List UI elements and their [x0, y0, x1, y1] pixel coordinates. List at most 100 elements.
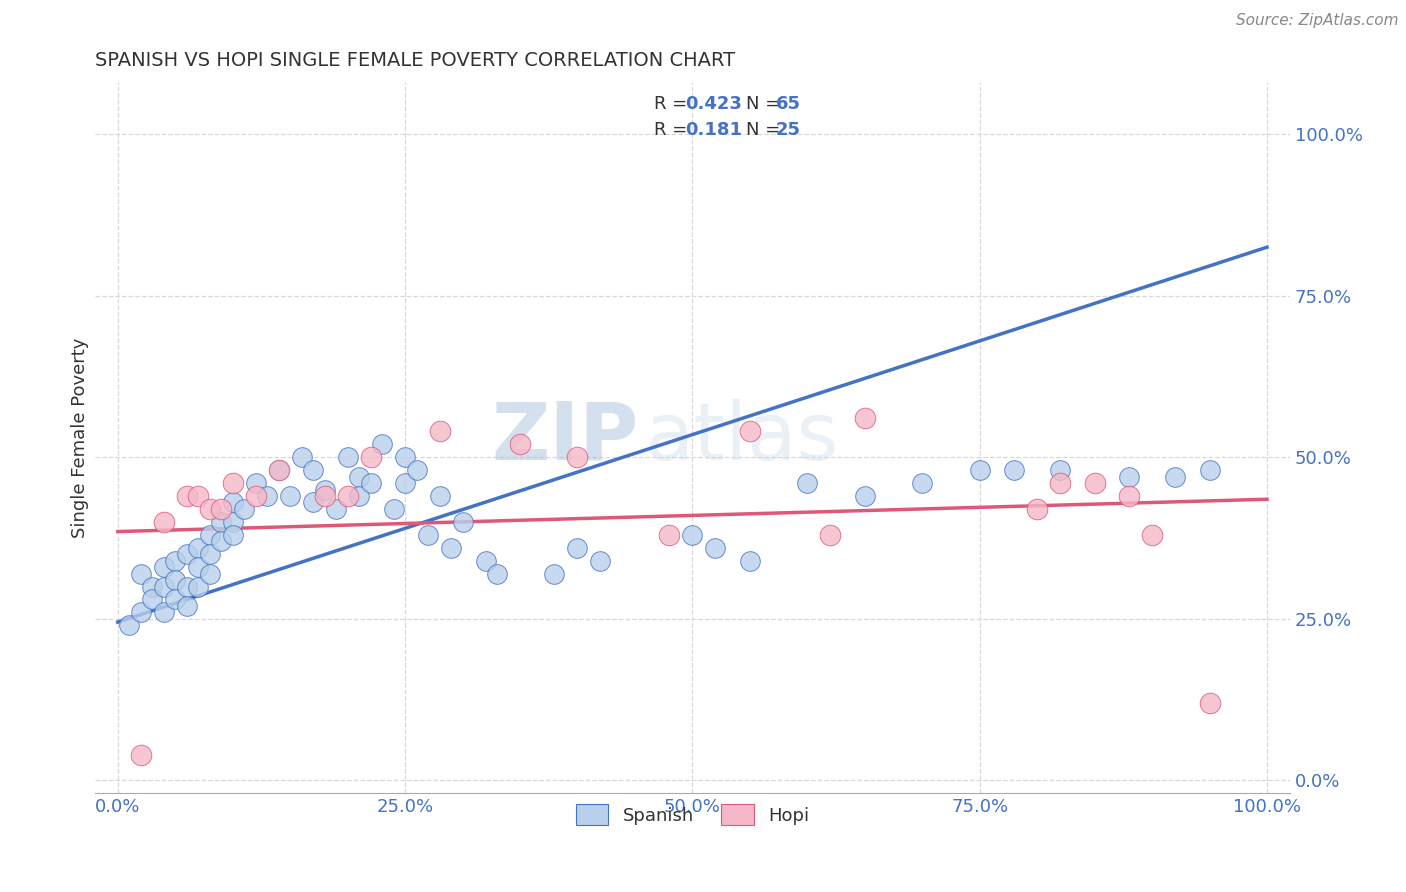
Point [187, 560, 209, 574]
Point [152, 515, 174, 529]
Point [152, 580, 174, 594]
Point [405, 463, 427, 477]
Text: N =: N = [747, 95, 786, 113]
Point [118, 618, 141, 632]
Point [165, 592, 187, 607]
Point [165, 554, 187, 568]
Point [509, 437, 531, 451]
Point [820, 528, 842, 542]
Point [198, 566, 221, 581]
Point [278, 489, 301, 503]
Point [704, 541, 727, 555]
Point [314, 489, 336, 503]
Point [474, 554, 496, 568]
Point [1140, 528, 1163, 542]
Point [371, 437, 394, 451]
Point [1084, 476, 1107, 491]
Point [394, 476, 416, 491]
Point [222, 476, 245, 491]
Point [176, 489, 198, 503]
Point [853, 411, 876, 425]
Point [129, 606, 152, 620]
Point [440, 541, 463, 555]
Text: R =: R = [654, 95, 693, 113]
Legend: Spanish, Hopi: Spanish, Hopi [567, 795, 818, 834]
Point [1164, 469, 1187, 483]
Point [486, 566, 509, 581]
Point [1002, 463, 1025, 477]
Point [360, 450, 382, 465]
Point [187, 541, 209, 555]
Point [347, 469, 370, 483]
Point [738, 425, 761, 439]
Point [416, 528, 439, 542]
Point [911, 476, 934, 491]
Point [267, 463, 290, 477]
Point [302, 495, 325, 509]
Point [222, 515, 245, 529]
Point [969, 463, 991, 477]
Point [245, 489, 267, 503]
Point [187, 489, 209, 503]
Point [336, 450, 359, 465]
Y-axis label: Single Female Poverty: Single Female Poverty [72, 338, 89, 538]
Point [198, 528, 221, 542]
Point [256, 489, 278, 503]
Point [176, 580, 198, 594]
Point [198, 547, 221, 561]
Text: 0.423: 0.423 [685, 95, 742, 113]
Point [209, 515, 232, 529]
Point [209, 502, 232, 516]
Point [1118, 469, 1140, 483]
Point [738, 554, 761, 568]
Point [141, 592, 163, 607]
Point [347, 489, 370, 503]
Point [543, 566, 565, 581]
Point [267, 463, 290, 477]
Point [567, 541, 589, 555]
Point [394, 450, 416, 465]
Point [233, 502, 256, 516]
Point [165, 573, 187, 587]
Point [1049, 476, 1071, 491]
Point [314, 483, 336, 497]
Point [209, 534, 232, 549]
Point [853, 489, 876, 503]
Point [658, 528, 681, 542]
Point [1198, 696, 1220, 710]
Point [1026, 502, 1049, 516]
Point [567, 450, 589, 465]
Point [129, 566, 152, 581]
Point [360, 476, 382, 491]
Text: 25: 25 [776, 120, 801, 139]
Text: N =: N = [747, 120, 786, 139]
Point [589, 554, 612, 568]
Point [1118, 489, 1140, 503]
Point [336, 489, 359, 503]
Point [245, 476, 267, 491]
Point [429, 425, 451, 439]
Text: SPANISH VS HOPI SINGLE FEMALE POVERTY CORRELATION CHART: SPANISH VS HOPI SINGLE FEMALE POVERTY CO… [94, 51, 735, 70]
Point [325, 502, 347, 516]
Text: R =: R = [654, 120, 693, 139]
Point [291, 450, 314, 465]
Text: atlas: atlas [644, 399, 839, 477]
Point [796, 476, 818, 491]
Point [152, 560, 174, 574]
Point [1049, 463, 1071, 477]
Point [382, 502, 405, 516]
Point [222, 528, 245, 542]
Point [176, 599, 198, 613]
Point [302, 463, 325, 477]
Point [429, 489, 451, 503]
Point [681, 528, 703, 542]
Point [198, 502, 221, 516]
Text: 65: 65 [776, 95, 801, 113]
Point [222, 495, 245, 509]
Point [152, 606, 174, 620]
Text: ZIP: ZIP [491, 399, 638, 477]
Point [176, 547, 198, 561]
Point [129, 747, 152, 762]
Text: Source: ZipAtlas.com: Source: ZipAtlas.com [1236, 13, 1399, 29]
Point [141, 580, 163, 594]
